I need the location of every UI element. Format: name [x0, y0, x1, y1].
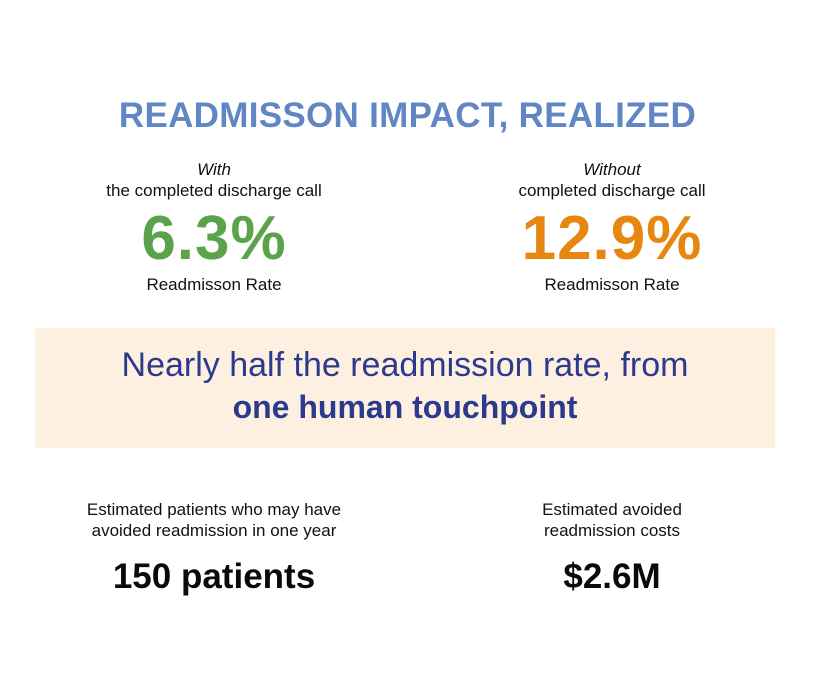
without-rate-label: Readmisson Rate	[544, 275, 680, 294]
patients-stat-value: 150 patients	[112, 557, 316, 596]
without-condition: completed discharge call	[518, 181, 706, 200]
with-rate-label: Readmisson Rate	[146, 275, 282, 294]
costs-stat-value: $2.6M	[563, 557, 661, 596]
patients-label-line1: Estimated patients who may have	[86, 500, 342, 519]
with-call-column: With the completed discharge call 6.3% R…	[64, 0, 364, 675]
without-emphasis: Without	[583, 160, 641, 179]
patients-stat: Estimated patients who may have avoided …	[44, 0, 384, 675]
costs-stat: Estimated avoided readmission costs $2.6…	[462, 0, 762, 675]
costs-stat-label: Estimated avoided readmission costs	[462, 499, 762, 541]
with-rate-value: 6.3%	[141, 204, 287, 273]
without-rate-value: 12.9%	[521, 204, 703, 273]
patients-label-line2: avoided readmission in one year	[91, 521, 337, 540]
page-title: READMISSON IMPACT, REALIZED	[118, 96, 697, 135]
banner-emphasis: one human touchpoint	[232, 389, 578, 425]
with-condition: the completed discharge call	[106, 181, 322, 200]
with-emphasis: With	[197, 160, 231, 179]
costs-label-line1: Estimated avoided	[542, 500, 682, 519]
without-call-column: Without completed discharge call 12.9% R…	[462, 0, 762, 675]
highlight-banner: Nearly half the readmission rate, from o…	[35, 328, 775, 448]
patients-stat-label: Estimated patients who may have avoided …	[44, 499, 384, 541]
banner-headline: Nearly half the readmission rate, from	[121, 346, 689, 384]
costs-label-line2: readmission costs	[543, 521, 681, 540]
